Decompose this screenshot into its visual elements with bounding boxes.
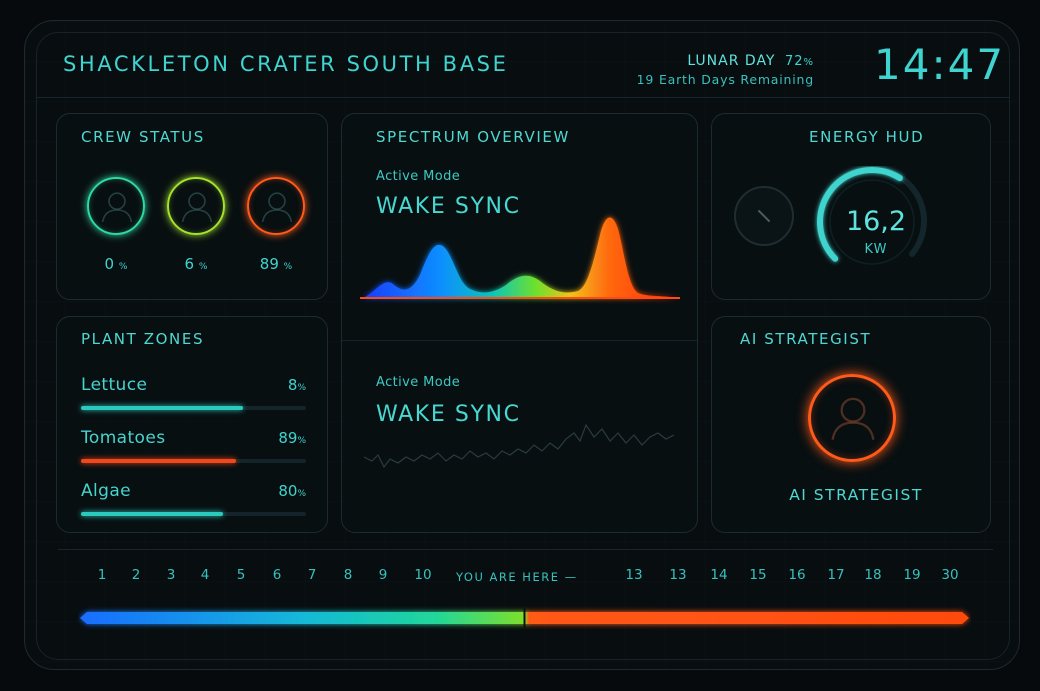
- energy-gauge-fill: [817, 167, 903, 262]
- person-icon: [253, 182, 301, 234]
- active-mode-label-2: Active Mode: [376, 375, 461, 390]
- plant-zone-name: Tomatoes: [81, 428, 166, 448]
- energy-hud-title: ENERGY HUD: [809, 128, 925, 146]
- timeline-tick[interactable]: 13: [669, 567, 687, 583]
- crew-status-title: CREW STATUS: [81, 128, 205, 146]
- plant-zones-title: PLANT ZONES: [81, 330, 205, 348]
- plant-zone-value: 80%: [278, 482, 306, 500]
- page-title: SHACKLETON CRATER SOUTH BASE: [63, 52, 509, 76]
- dashboard-frame: [36, 32, 1010, 660]
- energy-value: 16,2: [845, 206, 907, 237]
- crew-avatar[interactable]: [247, 177, 305, 235]
- timeline-tick[interactable]: 9: [378, 567, 388, 583]
- lunar-day-percent: 72%: [784, 54, 814, 69]
- spectrum-overview-panel[interactable]: [341, 113, 698, 533]
- timeline-tick[interactable]: 19: [903, 567, 921, 583]
- clock: 14:47: [874, 40, 1006, 89]
- timeline-tick[interactable]: 6: [272, 567, 282, 583]
- person-icon: [93, 182, 141, 234]
- timeline-tick[interactable]: 2: [131, 567, 141, 583]
- active-mode-value: WAKE SYNC: [376, 194, 521, 219]
- ai-strategist-title: AI STRATEGIST: [740, 330, 872, 348]
- crew-avatar[interactable]: [87, 177, 145, 235]
- timeline-tick[interactable]: 17: [827, 567, 845, 583]
- timeline-tick[interactable]: 16: [788, 567, 806, 583]
- person-icon: [173, 182, 221, 234]
- timeline-tick[interactable]: 30: [941, 567, 959, 583]
- timeline-tick[interactable]: 7: [307, 567, 317, 583]
- timeline-tick[interactable]: 1: [97, 567, 107, 583]
- plant-zone-name: Algae: [81, 481, 132, 501]
- signal-trace: [363, 423, 675, 469]
- plant-zone-value: 8%: [287, 376, 306, 394]
- plant-zone-value: 89%: [278, 429, 306, 447]
- timeline-tick[interactable]: 4: [200, 567, 210, 583]
- lunar-day-status: LUNAR DAY 72% 19 Earth Days Remaining: [614, 53, 814, 87]
- crew-avatar[interactable]: [167, 177, 225, 235]
- timeline-divider: [58, 549, 993, 550]
- person-icon: [819, 383, 887, 455]
- dial-knob[interactable]: [733, 185, 795, 247]
- plant-zone-bar: [81, 512, 306, 516]
- plant-zones-panel[interactable]: [56, 316, 328, 533]
- timeline-tick[interactable]: 13: [625, 567, 643, 583]
- you-are-here-label: YOU ARE HERE —: [456, 570, 578, 584]
- active-mode-label: Active Mode: [376, 169, 461, 184]
- ai-strategist-label: AI STRATEGIST: [789, 486, 923, 504]
- earth-days-remaining: 19 Earth Days Remaining: [636, 72, 814, 87]
- crew-status-value: 89 %: [259, 255, 293, 273]
- spectrum-chart: [360, 217, 680, 299]
- plant-zone-bar-fill: [81, 459, 237, 463]
- crew-status-value: 0 %: [104, 255, 128, 273]
- timeline-tick[interactable]: 15: [749, 567, 767, 583]
- energy-unit: KW: [864, 242, 888, 257]
- timeline-tick[interactable]: 8: [343, 567, 353, 583]
- active-mode-value-2: WAKE SYNC: [376, 402, 521, 427]
- spectrum-title: SPECTRUM OVERVIEW: [376, 128, 570, 146]
- energy-gauge: [817, 166, 927, 265]
- timeline-tick[interactable]: 5: [236, 567, 246, 583]
- timeline-tick[interactable]: 10: [414, 567, 432, 583]
- plant-zone-bar: [81, 406, 306, 410]
- timeline-tick[interactable]: 14: [710, 567, 728, 583]
- plant-zone-bar-fill: [81, 512, 223, 516]
- plant-zone-name: Lettuce: [81, 375, 148, 395]
- ai-strategist-avatar[interactable]: [808, 374, 896, 462]
- timeline-bar[interactable]: [78, 606, 971, 630]
- timeline-tick[interactable]: 18: [864, 567, 882, 583]
- header-divider: [36, 97, 1010, 98]
- timeline-tick[interactable]: 3: [166, 567, 176, 583]
- crew-status-value: 6 %: [184, 255, 208, 273]
- spectrum-area: [362, 217, 678, 298]
- plant-zone-bar: [81, 459, 306, 463]
- spectrum-grid: [342, 340, 697, 341]
- lunar-day-label: LUNAR DAY: [687, 53, 776, 69]
- plant-zone-bar-fill: [81, 406, 243, 410]
